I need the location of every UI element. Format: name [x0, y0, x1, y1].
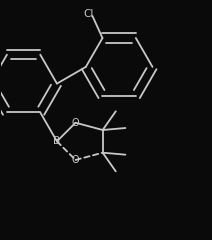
Text: O: O — [72, 155, 79, 165]
Text: O: O — [72, 118, 79, 128]
Text: B: B — [53, 136, 60, 146]
Text: Cl: Cl — [83, 9, 94, 19]
